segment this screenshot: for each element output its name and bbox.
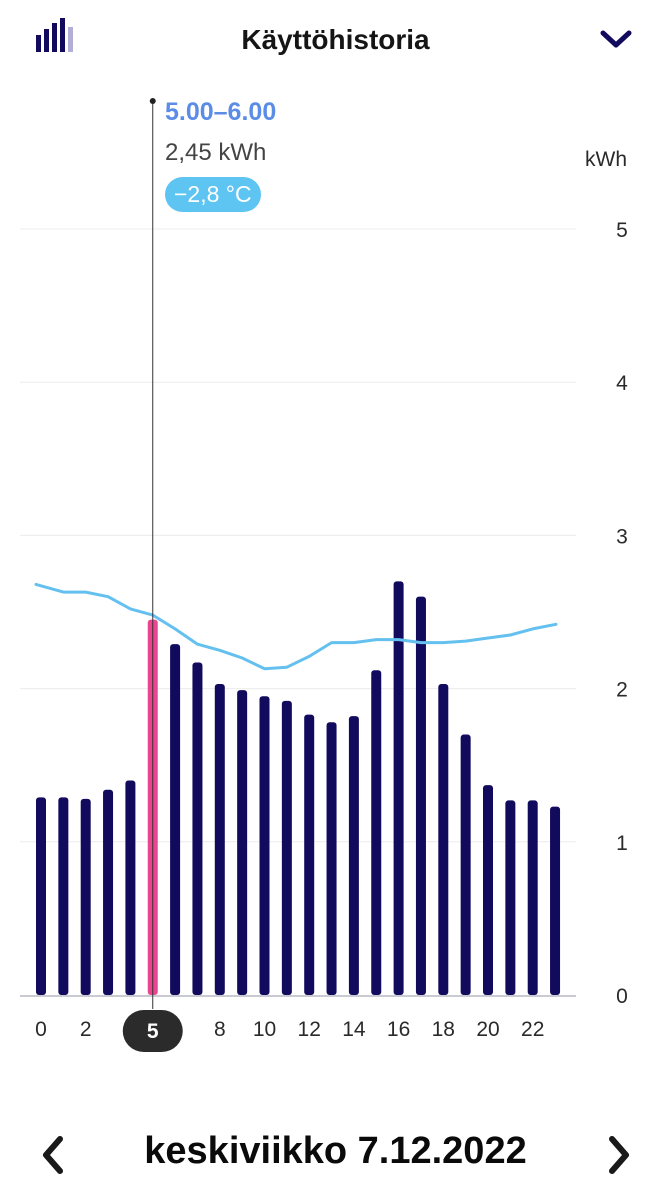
tooltip-time-range: 5.00–6.00 — [165, 98, 277, 126]
bar — [103, 789, 114, 995]
date-navigation: keskiviikko 7.12.2022 — [0, 1118, 671, 1192]
x-tick-label: 8 — [214, 1018, 226, 1041]
bar — [36, 797, 46, 995]
selection-cursor-dot — [149, 98, 156, 104]
x-tick-label: 22 — [521, 1018, 544, 1041]
bar — [237, 690, 248, 995]
usage-history-icon[interactable] — [36, 18, 76, 52]
x-tick-label: 14 — [342, 1018, 366, 1041]
date-label: keskiviikko 7.12.2022 — [144, 1130, 527, 1172]
y-tick-label: 2 — [616, 679, 628, 702]
bar — [415, 596, 426, 995]
x-tick-label: 20 — [476, 1018, 499, 1041]
x-tick-label: 10 — [253, 1018, 276, 1041]
bar — [170, 644, 181, 995]
x-tick-label: 2 — [80, 1018, 92, 1041]
temperature-line — [34, 582, 558, 671]
page-title: Käyttöhistoria — [241, 24, 430, 55]
bar — [505, 800, 516, 995]
bar — [527, 800, 538, 995]
x-tick-label-selected: 5 — [147, 1020, 159, 1043]
bar — [281, 700, 292, 995]
bar — [393, 581, 404, 995]
bar — [259, 696, 270, 995]
y-tick-label: 5 — [616, 219, 628, 242]
bar — [304, 714, 315, 995]
bar — [550, 806, 561, 995]
bar — [483, 785, 493, 995]
y-axis-label: kWh — [585, 148, 627, 171]
selected-hour-pill — [122, 1010, 183, 1052]
bar — [348, 716, 359, 995]
x-tick-label: 0 — [35, 1018, 47, 1041]
bar — [371, 670, 382, 995]
bar — [460, 734, 471, 995]
chevron-down-icon[interactable] — [598, 26, 634, 54]
bar — [214, 684, 225, 995]
bar — [80, 798, 91, 995]
next-day-button[interactable] — [604, 1134, 634, 1176]
bar — [326, 722, 337, 995]
x-tick-label: 18 — [432, 1018, 455, 1041]
previous-day-button[interactable] — [38, 1134, 68, 1176]
bar — [438, 684, 449, 995]
y-tick-label: 0 — [616, 985, 628, 1008]
selected-hour-tooltip: 5.00–6.00 2,45 kWh −2,8 °C — [165, 98, 276, 212]
bar — [192, 662, 203, 995]
tooltip-energy: 2,45 kWh — [165, 139, 267, 166]
x-tick-label: 12 — [298, 1018, 321, 1041]
temperature-badge: −2,8 °C — [165, 177, 261, 212]
y-tick-label: 4 — [616, 372, 628, 395]
y-tick-label: 3 — [616, 525, 628, 548]
bar — [125, 780, 136, 995]
bar — [58, 797, 69, 995]
header: Käyttöhistoria — [0, 0, 671, 80]
x-tick-label: 16 — [387, 1018, 410, 1041]
y-tick-label: 1 — [616, 832, 628, 855]
